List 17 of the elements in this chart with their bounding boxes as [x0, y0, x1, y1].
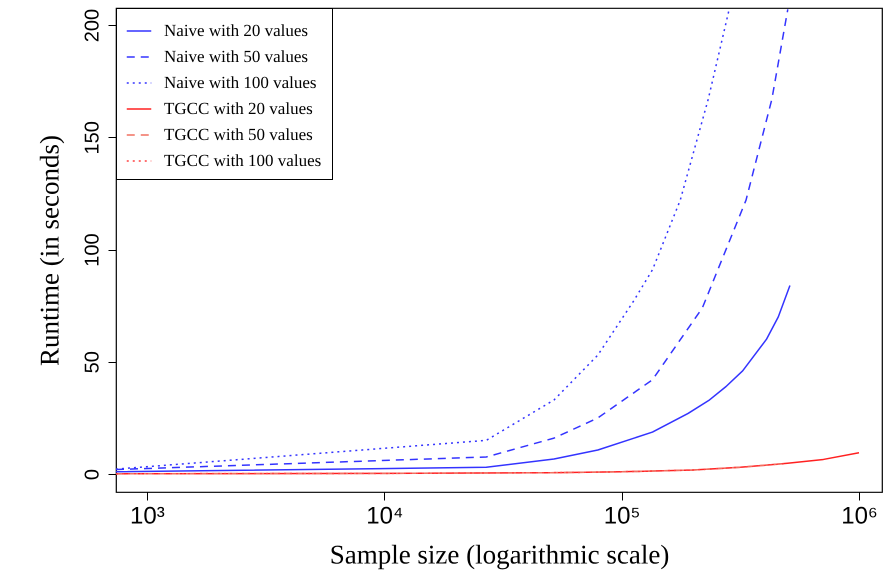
x-tick-label: 10³	[130, 502, 165, 530]
legend-label: TGCC with 100 values	[164, 151, 322, 170]
legend-label: Naive with 100 values	[164, 73, 316, 92]
y-tick-label: 100	[82, 233, 104, 267]
legend-label: TGCC with 20 values	[164, 99, 313, 118]
y-tick-label: 200	[82, 8, 104, 42]
x-axis-title: Sample size (logarithmic scale)	[330, 540, 670, 570]
x-tick-label: 10⁶	[841, 502, 878, 530]
legend-label: Naive with 20 values	[164, 21, 308, 40]
y-tick-label: 0	[82, 468, 104, 480]
y-tick-label: 50	[82, 351, 104, 374]
x-tick-label: 10⁵	[604, 502, 640, 530]
x-tick-label: 10⁴	[366, 502, 404, 530]
y-axis-title: Runtime (in seconds)	[34, 135, 64, 366]
legend-label: TGCC with 50 values	[164, 125, 313, 144]
legend-label: Naive with 50 values	[164, 47, 308, 66]
y-tick-label: 150	[82, 121, 104, 154]
